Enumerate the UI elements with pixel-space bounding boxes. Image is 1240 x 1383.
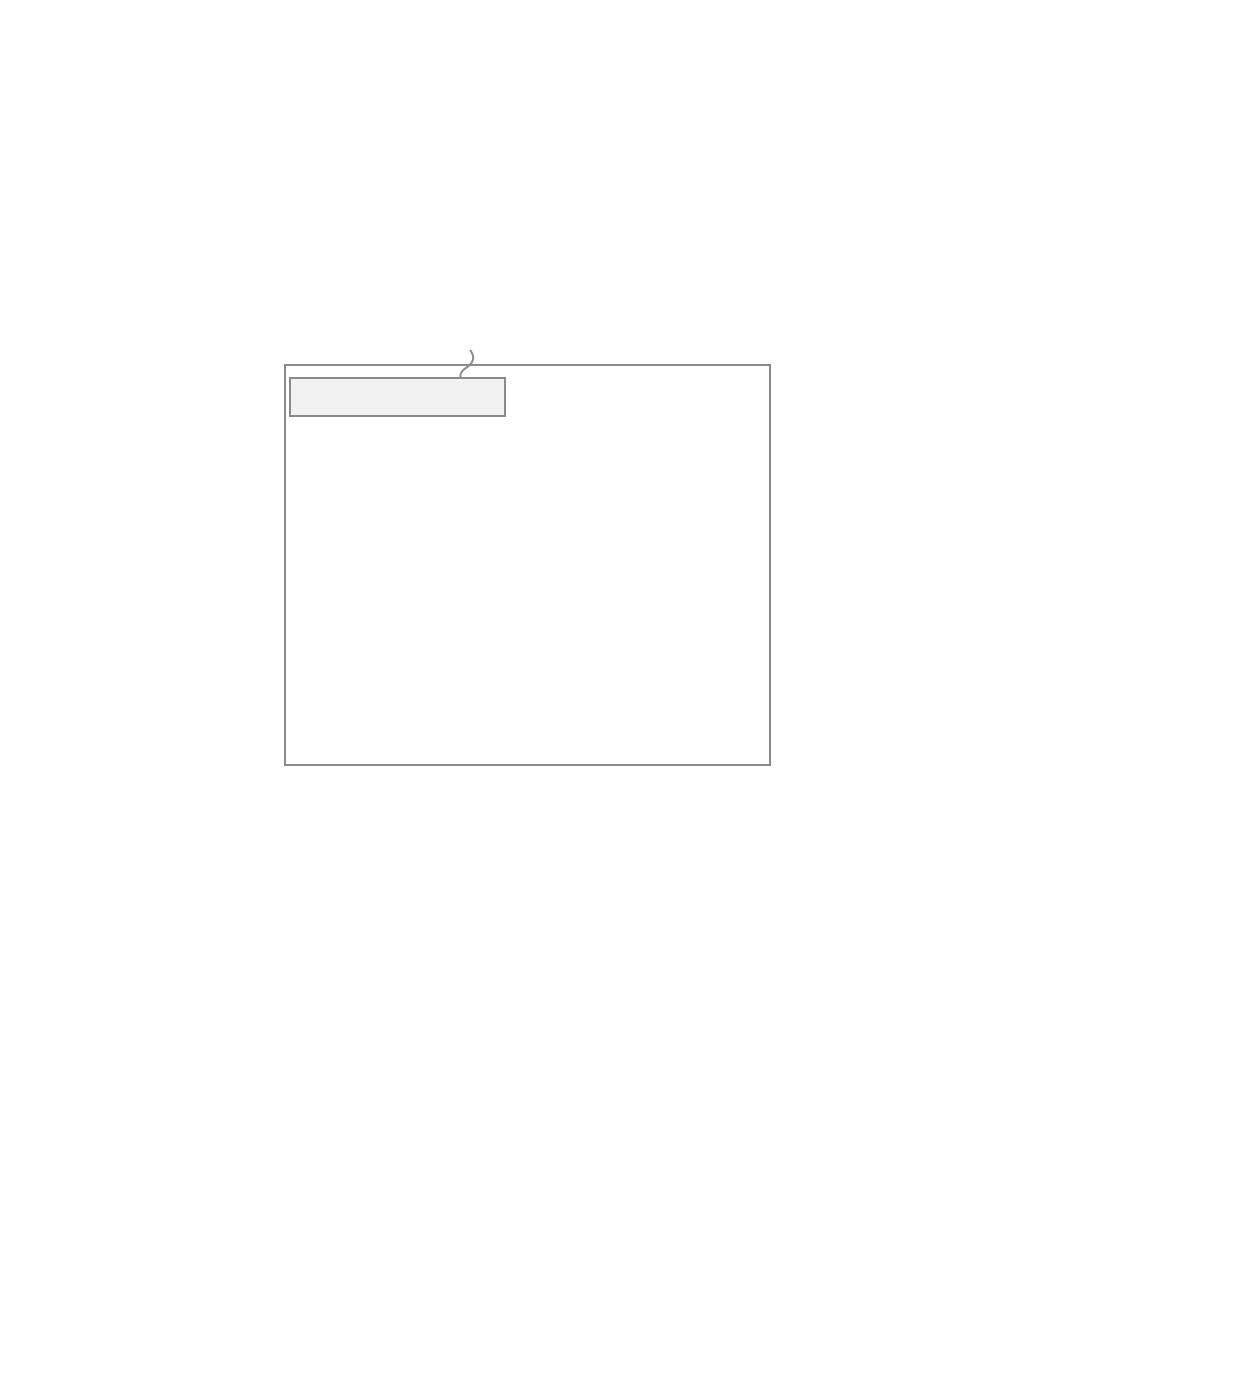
coupler-box: [285, 365, 770, 765]
port-input: [290, 378, 505, 416]
